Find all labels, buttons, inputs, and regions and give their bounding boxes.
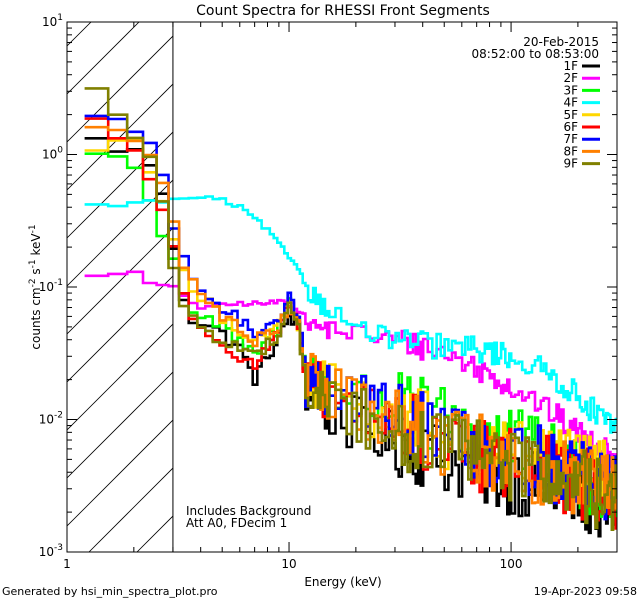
legend-label-6F: 6F xyxy=(563,120,578,134)
series-line-2F xyxy=(84,270,617,468)
series-line-4F xyxy=(84,195,617,434)
legend-label-2F: 2F xyxy=(563,71,578,85)
legend-label-7F: 7F xyxy=(563,132,578,146)
series-lines xyxy=(84,87,617,538)
svg-text:counts cm-2 s-1 keV-1: counts cm-2 s-1 keV-1 xyxy=(28,224,43,349)
notes-annotation: Includes Background Att A0, FDecim 1 xyxy=(186,504,311,530)
y-tick-label: 100 xyxy=(42,146,63,162)
x-axis-label: Energy (keV) xyxy=(304,575,381,589)
footer-generator: Generated by hsi_min_spectra_plot.pro xyxy=(2,585,218,598)
time-range-label: 08:52:00 to 08:53:00 xyxy=(472,47,599,61)
series-line-9F xyxy=(84,87,617,531)
hatched-low-energy-region xyxy=(67,22,173,552)
x-tick-label: 1 xyxy=(63,557,71,571)
legend-label-5F: 5F xyxy=(563,108,578,122)
date-annotation: 20-Feb-2015 08:52:00 to 08:53:00 xyxy=(472,35,599,61)
y-tick-label: 10-3 xyxy=(39,543,63,559)
y-tick-label: 10-2 xyxy=(39,411,63,427)
note-attenuator: Att A0, FDecim 1 xyxy=(186,516,287,530)
y-tick-label: 10-1 xyxy=(39,278,63,294)
chart-title: Count Spectra for RHESSI Front Segments xyxy=(196,3,490,19)
footer-timestamp: 19-Apr-2023 09:58 xyxy=(534,585,637,598)
note-background: Includes Background xyxy=(186,504,311,518)
x-tick-label: 10 xyxy=(281,557,296,571)
hatch-line xyxy=(136,515,173,552)
date-label: 20-Feb-2015 xyxy=(523,35,599,49)
legend-label-8F: 8F xyxy=(563,144,578,158)
legend-label-4F: 4F xyxy=(563,96,578,110)
legend-label-3F: 3F xyxy=(563,83,578,97)
legend-label-1F: 1F xyxy=(563,59,578,73)
y-axis-label: counts cm-2 s-1 keV-1 xyxy=(28,224,43,349)
hatch-line xyxy=(67,83,173,191)
y-tick-label: 101 xyxy=(42,13,63,29)
legend-label-9F: 9F xyxy=(563,157,578,171)
x-tick-label: 100 xyxy=(500,557,523,571)
hatch-line xyxy=(67,371,173,479)
hatch-line xyxy=(67,35,173,143)
hatch-line xyxy=(67,323,173,431)
axes: 1 10 100 10-3 10-2 10-1 100 101 xyxy=(39,13,618,571)
